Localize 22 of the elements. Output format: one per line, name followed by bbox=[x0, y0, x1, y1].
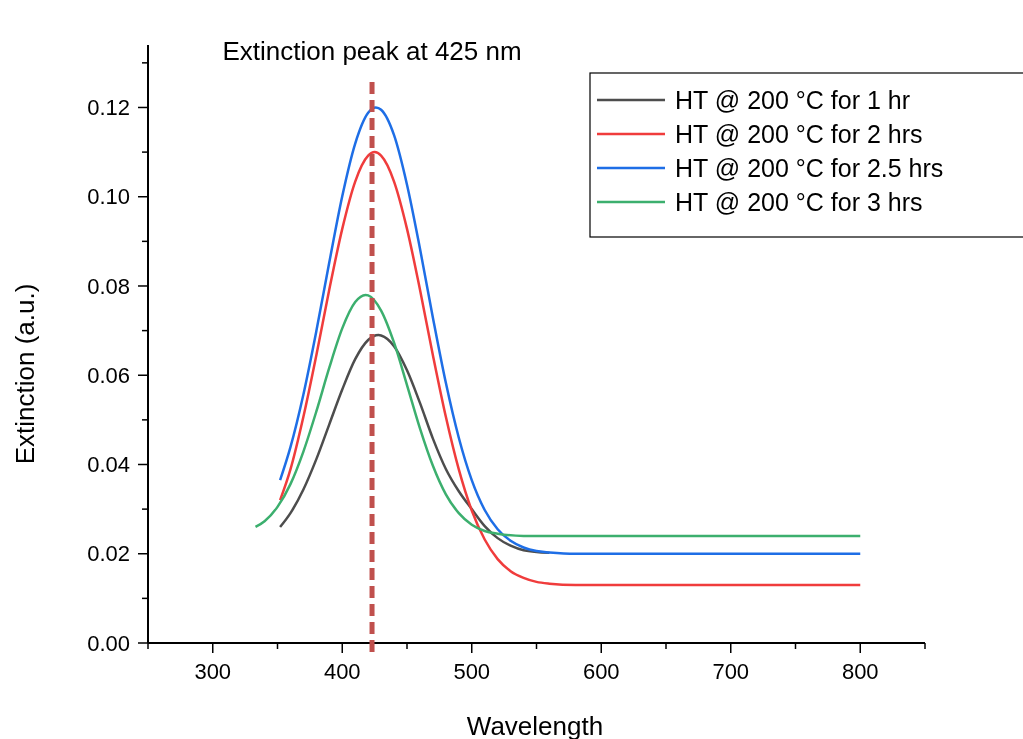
x-tick-label: 800 bbox=[841, 659, 879, 684]
legend-label: HT @ 200 °C for 1 hr bbox=[675, 85, 910, 114]
y-tick-label: 0.10 bbox=[87, 184, 130, 210]
line-series bbox=[278, 150, 862, 587]
y-tick-label: 0.12 bbox=[87, 95, 130, 121]
y-tick-label: 0.08 bbox=[87, 273, 130, 299]
y-tick-label: 0.00 bbox=[87, 630, 130, 656]
x-tick-label: 300 bbox=[194, 659, 232, 684]
legend-label: HT @ 200 °C for 2.5 hrs bbox=[675, 153, 944, 182]
y-axis-title: Extinction (a.u.) bbox=[10, 283, 40, 465]
x-tick-label: 400 bbox=[323, 659, 361, 684]
x-tick-label: 600 bbox=[582, 659, 620, 684]
legend-label: HT @ 200 °C for 2 hrs bbox=[675, 119, 923, 148]
ref-line-label: Extinction peak at 425 nm bbox=[222, 36, 522, 66]
x-tick-label: 500 bbox=[453, 659, 491, 684]
legend-label: HT @ 200 °C for 3 hrs bbox=[675, 187, 923, 216]
line-series bbox=[254, 293, 862, 538]
y-tick-label: 0.02 bbox=[87, 541, 130, 567]
y-tick-label: 0.04 bbox=[87, 452, 130, 478]
y-tick-label: 0.06 bbox=[87, 362, 130, 388]
line-series bbox=[278, 333, 551, 555]
x-tick-label: 700 bbox=[712, 659, 750, 684]
